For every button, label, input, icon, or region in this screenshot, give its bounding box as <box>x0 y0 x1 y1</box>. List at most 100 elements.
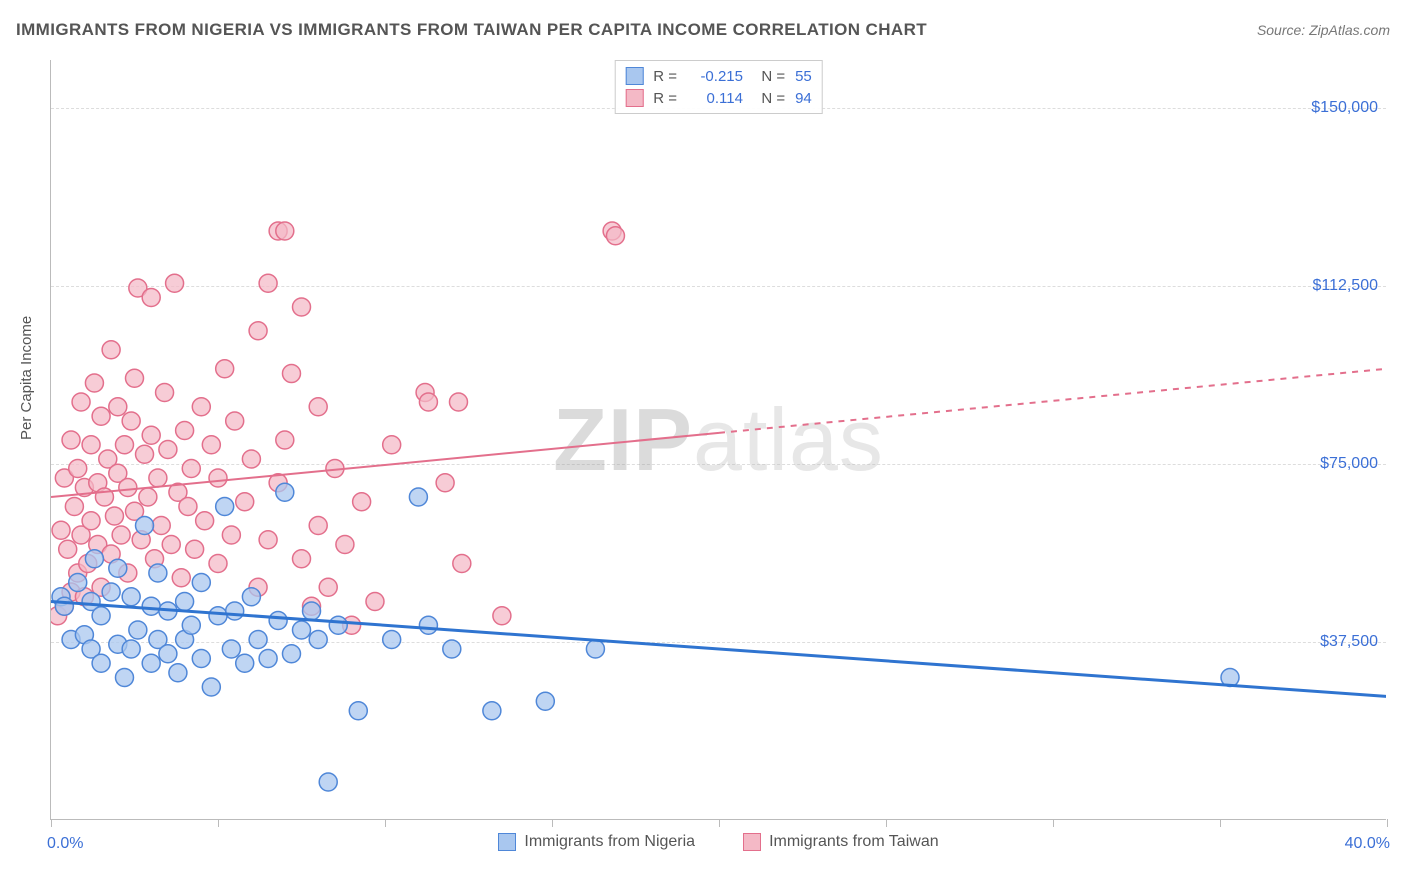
scatter-point-taiwan <box>82 512 100 530</box>
scatter-point-nigeria <box>202 678 220 696</box>
scatter-point-taiwan <box>209 469 227 487</box>
scatter-point-nigeria <box>249 631 267 649</box>
legend-row-nigeria: R = -0.215 N = 55 <box>625 65 812 87</box>
scatter-point-taiwan <box>115 436 133 454</box>
scatter-point-taiwan <box>606 227 624 245</box>
scatter-point-taiwan <box>192 398 210 416</box>
x-tick <box>886 819 887 827</box>
scatter-point-taiwan <box>436 474 454 492</box>
scatter-point-taiwan <box>202 436 220 454</box>
scatter-point-taiwan <box>259 274 277 292</box>
scatter-point-taiwan <box>449 393 467 411</box>
y-axis-label: Per Capita Income <box>18 316 35 440</box>
bottom-legend: Immigrants from Nigeria Immigrants from … <box>51 833 1386 851</box>
x-tick <box>719 819 720 827</box>
scatter-point-taiwan <box>52 521 70 539</box>
scatter-point-taiwan <box>336 536 354 554</box>
x-axis-min-label: 0.0% <box>47 835 83 853</box>
scatter-point-taiwan <box>259 531 277 549</box>
chart-title: IMMIGRANTS FROM NIGERIA VS IMMIGRANTS FR… <box>16 20 927 40</box>
scatter-point-nigeria <box>159 645 177 663</box>
scatter-point-taiwan <box>172 569 190 587</box>
x-tick <box>385 819 386 827</box>
legend-r-value-nigeria: -0.215 <box>687 68 743 85</box>
legend-n-label: N = <box>753 68 785 85</box>
scatter-point-taiwan <box>282 365 300 383</box>
scatter-point-nigeria <box>319 773 337 791</box>
scatter-point-nigeria <box>236 654 254 672</box>
scatter-point-nigeria <box>419 616 437 634</box>
scatter-point-taiwan <box>105 507 123 525</box>
scatter-point-nigeria <box>85 550 103 568</box>
x-tick <box>218 819 219 827</box>
scatter-point-nigeria <box>115 669 133 687</box>
x-tick <box>1220 819 1221 827</box>
scatter-point-taiwan <box>182 460 200 478</box>
legend-n-value-nigeria: 55 <box>795 68 812 85</box>
scatter-point-taiwan <box>249 322 267 340</box>
scatter-point-taiwan <box>222 526 240 544</box>
bottom-swatch-taiwan <box>743 833 761 851</box>
scatter-point-taiwan <box>236 493 254 511</box>
scatter-point-taiwan <box>209 555 227 573</box>
scatter-point-nigeria <box>92 607 110 625</box>
scatter-point-taiwan <box>122 412 140 430</box>
scatter-point-taiwan <box>242 450 260 468</box>
scatter-point-nigeria <box>149 564 167 582</box>
scatter-point-nigeria <box>443 640 461 658</box>
scatter-point-nigeria <box>109 559 127 577</box>
source-label: Source: ZipAtlas.com <box>1257 22 1390 38</box>
scatter-point-taiwan <box>102 341 120 359</box>
scatter-point-taiwan <box>186 540 204 558</box>
scatter-point-taiwan <box>109 398 127 416</box>
scatter-point-taiwan <box>383 436 401 454</box>
correlation-legend: R = -0.215 N = 55 R = 0.114 N = 94 <box>614 60 823 114</box>
scatter-point-nigeria <box>242 588 260 606</box>
x-tick <box>552 819 553 827</box>
scatter-point-nigeria <box>269 612 287 630</box>
scatter-point-nigeria <box>92 654 110 672</box>
scatter-point-taiwan <box>69 460 87 478</box>
scatter-point-taiwan <box>216 360 234 378</box>
scatter-point-nigeria <box>536 692 554 710</box>
scatter-point-nigeria <box>293 621 311 639</box>
legend-n-label: N = <box>753 90 785 107</box>
legend-r-value-taiwan: 0.114 <box>687 90 743 107</box>
x-tick <box>51 819 52 827</box>
scatter-point-nigeria <box>192 650 210 668</box>
scatter-point-taiwan <box>419 393 437 411</box>
scatter-point-nigeria <box>129 621 147 639</box>
legend-r-label: R = <box>653 68 677 85</box>
scatter-point-nigeria <box>222 640 240 658</box>
scatter-point-taiwan <box>166 274 184 292</box>
legend-r-label: R = <box>653 90 677 107</box>
scatter-point-taiwan <box>319 578 337 596</box>
scatter-point-nigeria <box>226 602 244 620</box>
scatter-point-taiwan <box>142 289 160 307</box>
swatch-nigeria <box>625 67 643 85</box>
scatter-point-nigeria <box>182 616 200 634</box>
x-tick <box>1053 819 1054 827</box>
scatter-point-taiwan <box>126 369 144 387</box>
scatter-point-taiwan <box>82 436 100 454</box>
scatter-point-nigeria <box>192 574 210 592</box>
scatter-point-nigeria <box>136 517 154 535</box>
scatter-point-taiwan <box>149 469 167 487</box>
plot-area: ZIPatlas $37,500$75,000$112,500$150,000 … <box>50 60 1386 820</box>
scatter-point-taiwan <box>293 550 311 568</box>
scatter-svg <box>51 60 1386 819</box>
scatter-point-taiwan <box>276 431 294 449</box>
scatter-point-taiwan <box>276 222 294 240</box>
scatter-point-nigeria <box>176 593 194 611</box>
bottom-legend-taiwan: Immigrants from Taiwan <box>743 833 939 851</box>
trend-line-dashed-taiwan <box>719 369 1386 433</box>
trend-line-nigeria <box>51 602 1386 697</box>
scatter-point-nigeria <box>142 597 160 615</box>
scatter-point-nigeria <box>276 483 294 501</box>
scatter-point-nigeria <box>409 488 427 506</box>
scatter-point-taiwan <box>493 607 511 625</box>
scatter-point-taiwan <box>176 422 194 440</box>
bottom-legend-nigeria: Immigrants from Nigeria <box>498 833 695 851</box>
scatter-point-taiwan <box>72 393 90 411</box>
scatter-point-nigeria <box>209 607 227 625</box>
